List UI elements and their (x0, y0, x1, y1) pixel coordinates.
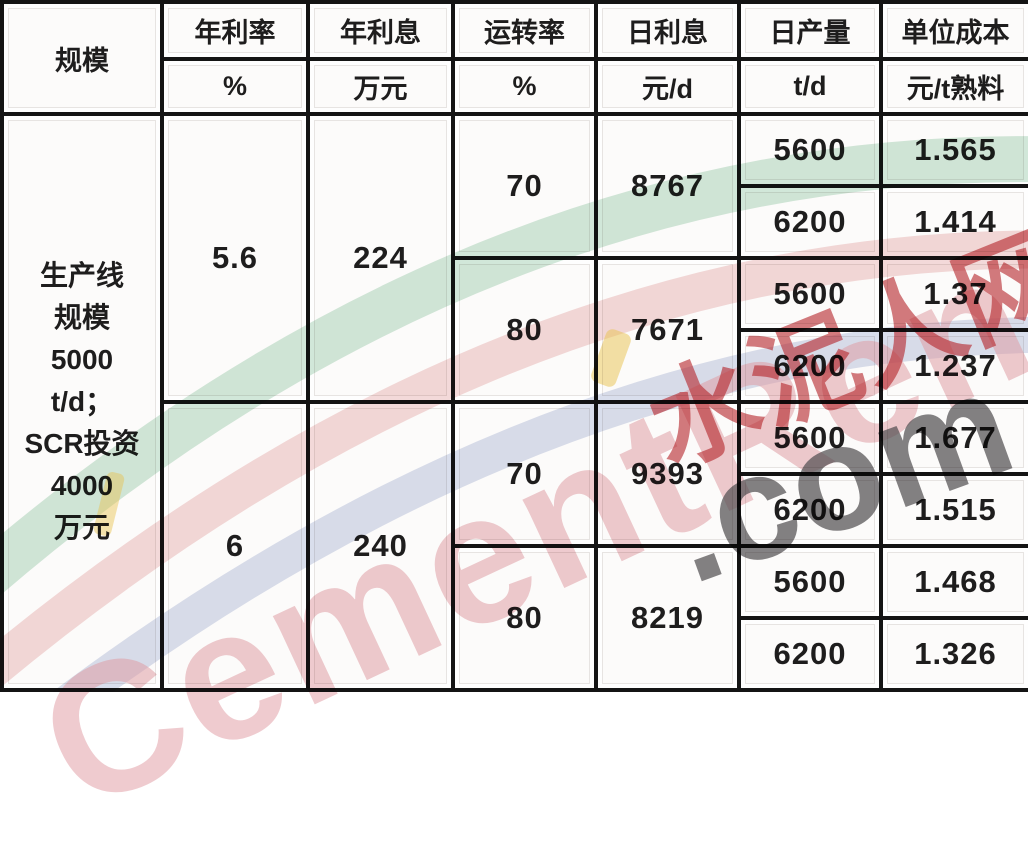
header-annual-interest: 年利息 (306, 0, 455, 61)
unit-cost-value: 1.37 (879, 256, 1028, 332)
cost-table: 规模 年利率 年利息 运转率 日利息 日产量 单位成本 % 万元 % 元/d t… (0, 0, 1028, 692)
unit-annual-rate: % (160, 57, 310, 116)
daily-interest-value: 8219 (594, 544, 741, 692)
daily-output-value: 5600 (737, 400, 883, 476)
unit-daily-output: t/d (737, 57, 883, 116)
daily-interest-value: 7671 (594, 256, 741, 404)
scale-description-cell: 生产线 规模 5000 t/d； SCR投资 4000 万元 (0, 112, 164, 692)
header-unit-cost: 单位成本 (879, 0, 1028, 61)
unit-cost-value: 1.515 (879, 472, 1028, 548)
header-annual-rate: 年利率 (160, 0, 310, 61)
daily-output-value: 5600 (737, 112, 883, 188)
annual-rate-value: 6 (160, 400, 310, 692)
daily-interest-value: 9393 (594, 400, 741, 548)
unit-run-rate: % (451, 57, 598, 116)
scale-line: SCR投资 (24, 428, 140, 459)
daily-output-value: 5600 (737, 544, 883, 620)
header-daily-interest: 日利息 (594, 0, 741, 61)
annual-interest-value: 240 (306, 400, 455, 692)
scale-line: 万元 (53, 512, 110, 543)
header-scale: 规模 (0, 0, 164, 116)
unit-unit-cost: 元/t熟料 (879, 57, 1028, 116)
unit-daily-interest: 元/d (594, 57, 741, 116)
run-rate-value: 80 (451, 544, 598, 692)
unit-cost-value: 1.468 (879, 544, 1028, 620)
scale-line: t/d； (50, 386, 114, 417)
header-daily-output: 日产量 (737, 0, 883, 61)
unit-cost-value: 1.414 (879, 184, 1028, 260)
unit-cost-value: 1.677 (879, 400, 1028, 476)
daily-output-value: 6200 (737, 616, 883, 692)
daily-output-value: 6200 (737, 184, 883, 260)
daily-output-value: 6200 (737, 472, 883, 548)
scale-line: 规模 (53, 302, 110, 333)
unit-cost-value: 1.565 (879, 112, 1028, 188)
unit-cost-value: 1.326 (879, 616, 1028, 692)
run-rate-value: 70 (451, 400, 598, 548)
daily-output-value: 5600 (737, 256, 883, 332)
daily-interest-value: 8767 (594, 112, 741, 260)
scale-line: 5000 (50, 344, 114, 375)
header-run-rate: 运转率 (451, 0, 598, 61)
annual-interest-value: 224 (306, 112, 455, 404)
run-rate-value: 80 (451, 256, 598, 404)
unit-cost-value: 1.237 (879, 328, 1028, 404)
daily-output-value: 6200 (737, 328, 883, 404)
scale-line: 4000 (50, 470, 114, 501)
unit-annual-interest: 万元 (306, 57, 455, 116)
annual-rate-value: 5.6 (160, 112, 310, 404)
run-rate-value: 70 (451, 112, 598, 260)
scale-line: 生产线 (39, 260, 124, 291)
